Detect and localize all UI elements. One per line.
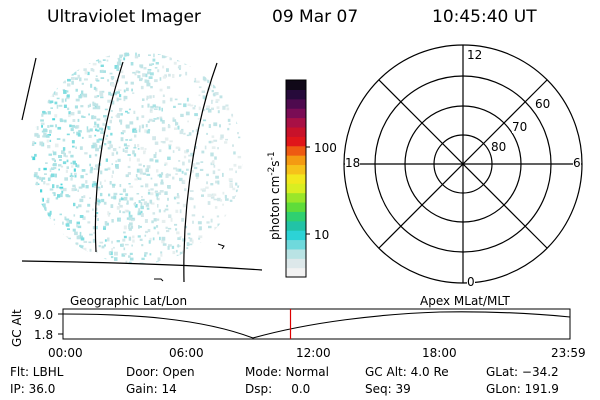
door-status: Door: Open xyxy=(126,365,195,379)
colorbar-band xyxy=(286,164,306,175)
geographic-label: Geographic Lat/Lon xyxy=(70,294,188,308)
date-label: 09 Mar 07 xyxy=(272,7,359,27)
colorbar-tick-10: 10 xyxy=(314,228,330,242)
y-max-label: 9.0 xyxy=(34,308,54,322)
colorbar-band xyxy=(286,80,306,90)
colorbar-tick-100: 100 xyxy=(314,141,337,155)
seq-status: Seq: 39 xyxy=(365,382,411,396)
time-tick: 23:59 xyxy=(551,346,586,360)
colorbar-band xyxy=(286,211,306,222)
colorbar-band xyxy=(286,220,306,231)
colorbar-band xyxy=(286,173,306,184)
coastline-fragment xyxy=(154,278,164,282)
glon-status: GLon: 191.9 xyxy=(486,382,559,396)
colorbar-band xyxy=(286,108,306,119)
grid-line xyxy=(21,57,37,121)
altitude-curve xyxy=(62,311,571,339)
colorbar-band xyxy=(286,230,306,241)
gain-status: Gain: 14 xyxy=(126,382,177,396)
colorbar-band xyxy=(286,201,306,212)
meridian-line xyxy=(94,61,124,253)
colorbar-band xyxy=(286,192,306,203)
colorbar-band xyxy=(286,145,306,156)
colorbar-band xyxy=(286,136,306,147)
mlat-label-70: 70 xyxy=(512,120,528,134)
colorbar-band xyxy=(286,117,306,128)
gc-alt-status: GC Alt: 4.0 Re xyxy=(365,365,449,379)
colorbar-frame xyxy=(285,79,307,278)
dsp-status: Dsp: 0.0 xyxy=(245,382,311,396)
time-label: 10:45:40 UT xyxy=(432,7,537,27)
timeline-frame xyxy=(62,308,571,340)
colorbar-band xyxy=(286,258,306,269)
mlat-label-80: 80 xyxy=(491,140,507,154)
mlt-label-6: 6 xyxy=(573,156,581,170)
instrument-title: Ultraviolet Imager xyxy=(47,7,201,27)
colorbar-band xyxy=(286,98,306,109)
colorbar-band xyxy=(286,248,306,259)
mlt-label-12: 12 xyxy=(467,48,483,62)
colorbar-band xyxy=(286,89,306,100)
time-tick: 18:00 xyxy=(422,346,457,360)
mlt-label-18: 18 xyxy=(345,156,361,170)
mlat-label-60: 60 xyxy=(535,97,551,111)
time-tick: 00:00 xyxy=(48,346,83,360)
mlt-label-0: 0 xyxy=(467,275,475,289)
time-tick: 12:00 xyxy=(296,346,331,360)
parallel-line xyxy=(21,260,263,271)
coastline-fragment xyxy=(217,243,225,250)
meridian-line xyxy=(183,62,218,283)
apex-label: Apex MLat/MLT xyxy=(420,294,510,308)
colorbar-band xyxy=(286,267,306,278)
time-tick: 06:00 xyxy=(169,346,204,360)
glat-status: GLat: −34.2 xyxy=(486,365,559,379)
mode-status: Mode: Normal xyxy=(245,365,329,379)
colorbar-band xyxy=(286,155,306,166)
colorbar-band xyxy=(286,183,306,194)
filter-status: Flt: LBHL xyxy=(10,365,64,379)
polar-diagonal xyxy=(378,79,548,249)
colorbar-band xyxy=(286,126,306,137)
colorbar-band xyxy=(286,239,306,250)
y-min-label: 1.8 xyxy=(34,328,54,342)
ip-status: IP: 36.0 xyxy=(10,382,56,396)
